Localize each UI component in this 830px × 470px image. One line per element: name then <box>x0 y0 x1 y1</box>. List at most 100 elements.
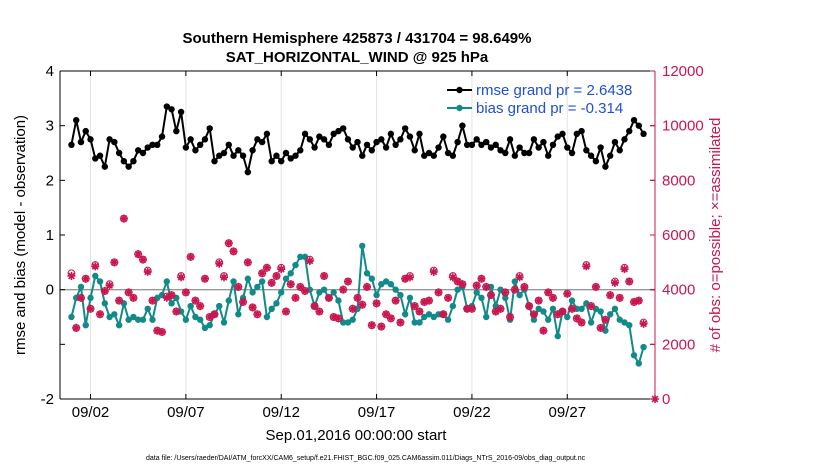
y-tick-label-left: 1 <box>46 227 54 244</box>
y-tick-label-right: 10000 <box>662 118 704 135</box>
bias-point <box>292 261 299 269</box>
obs-assimilated-point <box>129 293 138 302</box>
obs-assimilated-point <box>367 321 376 330</box>
bias-point <box>630 352 638 359</box>
rmse-point <box>392 141 399 148</box>
obs-assimilated-point <box>558 307 567 316</box>
rmse-point <box>268 158 275 165</box>
obs-assimilated-point <box>515 273 524 282</box>
rmse-point <box>568 149 576 157</box>
bias-point <box>478 294 485 302</box>
rmse-point <box>573 130 581 138</box>
bias-point <box>92 272 99 280</box>
y-tick-label-right: 4000 <box>662 282 695 299</box>
rmse-point <box>373 138 380 146</box>
bias-point <box>444 316 452 323</box>
obs-assimilated-point <box>115 296 124 305</box>
rmse-point <box>163 103 170 110</box>
plot-area: -2 0 1 2 3 4 0 2000 4000 6000 8000 10000 12000 09/02 0… <box>41 63 704 421</box>
obs-assimilated-point <box>153 326 162 335</box>
rmse-point <box>449 152 457 159</box>
bias-point <box>201 324 209 332</box>
bias-point <box>587 319 595 326</box>
obs-assimilated-point <box>167 291 176 300</box>
bias-point <box>125 316 132 323</box>
obs-assimilated-point <box>86 304 95 313</box>
obs-assimilated-point <box>191 296 200 305</box>
y-tick-label-left: 0 <box>46 282 54 299</box>
rmse-point <box>282 149 290 157</box>
bias-point <box>254 283 261 291</box>
legend-bias-swatch-marker <box>456 104 463 112</box>
rmse-point <box>68 141 75 148</box>
obs-assimilated-point <box>606 291 615 300</box>
chart-subtitle: SAT_HORIZONTAL_WIND @ 925 hPa <box>226 49 489 66</box>
obs-assimilated-point <box>158 328 167 337</box>
bias-point <box>502 294 509 302</box>
rmse-point <box>216 152 223 159</box>
obs-assimilated-point <box>134 250 143 259</box>
rmse-point <box>144 144 151 151</box>
rmse-point <box>545 152 552 159</box>
rmse-point <box>120 158 128 165</box>
obs-assimilated-point <box>620 265 629 274</box>
rmse-point <box>173 127 180 135</box>
obs-assimilated-point <box>405 273 414 282</box>
rmse-point <box>254 136 261 143</box>
obs-assimilated-point <box>529 310 538 319</box>
obs-assimilated-point <box>448 273 457 282</box>
rmse-point <box>115 149 123 157</box>
rmse-point <box>511 152 519 159</box>
bias-point <box>225 297 232 304</box>
bias-point <box>168 300 175 307</box>
rmse-point <box>530 136 538 143</box>
rmse-point <box>239 152 247 159</box>
obs-assimilated-point <box>286 280 295 289</box>
rmse-point <box>578 127 585 135</box>
y-tick-label-left: 4 <box>46 63 54 80</box>
rmse-point <box>463 141 471 148</box>
rmse-point <box>235 147 242 154</box>
data-file-footnote: data file: /Users/raeder/DAI/ATM_forcXX/… <box>146 455 586 462</box>
rmse-point <box>583 147 590 154</box>
bias-point <box>387 281 395 288</box>
y-tick-label-left: 3 <box>46 118 54 135</box>
obs-assimilated-point <box>138 255 147 264</box>
rmse-point <box>502 149 509 157</box>
rmse-point <box>149 141 156 148</box>
bias-point <box>535 305 542 312</box>
obs-assimilated-point <box>229 247 238 256</box>
obs-assimilated-point <box>110 258 119 267</box>
rmse-point <box>497 147 504 154</box>
rmse-point <box>220 149 228 157</box>
rmse-point <box>316 133 323 140</box>
obs-assimilated-point <box>582 262 591 271</box>
rmse-point <box>378 136 385 143</box>
rmse-point <box>487 144 495 151</box>
rmse-point <box>130 158 137 165</box>
obs-assimilated-point <box>96 310 105 319</box>
chart-title: Southern Hemisphere 425873 / 431704 = 98… <box>183 30 532 47</box>
obs-assimilated-point <box>396 318 405 327</box>
obs-assimilated-point <box>343 277 352 286</box>
obs-assimilated-point <box>634 296 643 305</box>
obs-assimilated-point <box>363 282 372 291</box>
obs-assimilated-point <box>520 282 529 291</box>
rmse-point <box>387 130 395 138</box>
rmse-point <box>77 138 85 146</box>
rmse-point <box>211 158 218 165</box>
legend-bias-label: bias grand pr = -0.314 <box>476 100 623 117</box>
bias-point <box>77 283 85 291</box>
bias-point <box>368 275 376 282</box>
rmse-point <box>349 144 356 151</box>
y-tick-label-right: 6000 <box>662 227 695 244</box>
rmse-point <box>139 149 147 157</box>
obs-assimilated-point <box>143 267 152 276</box>
obs-assimilated-point <box>425 296 434 305</box>
x-tick-label: 09/17 <box>358 404 396 421</box>
obs-assimilated-point <box>124 288 133 297</box>
obs-assimilated-point <box>401 274 410 283</box>
rmse-point <box>206 125 213 132</box>
rmse-point <box>626 127 633 135</box>
obs-assimilated-point <box>382 310 391 319</box>
